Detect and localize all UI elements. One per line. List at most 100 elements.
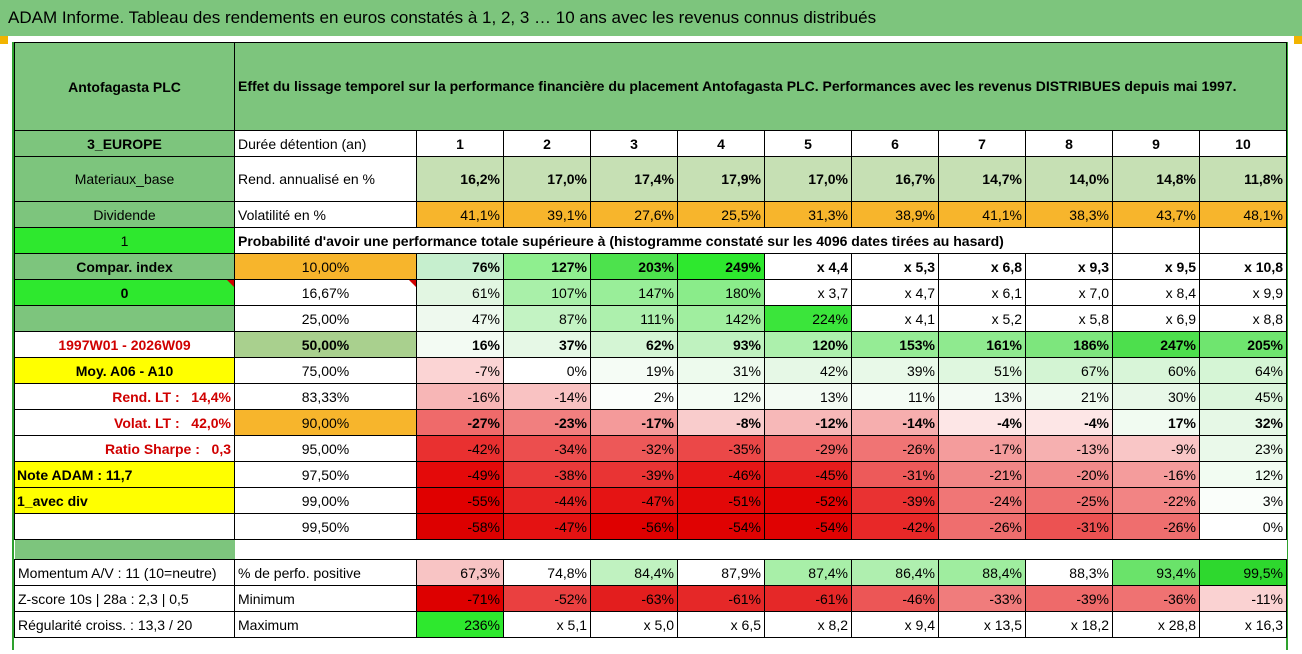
quantile-cell: -44%	[503, 487, 591, 514]
quantile-cell: 161%	[938, 331, 1026, 358]
quantile-label: 97,50%	[234, 461, 417, 488]
quantile-cell: 13%	[938, 383, 1026, 410]
quantile-cell: -55%	[416, 487, 504, 514]
maximum-cell: x 13,5	[938, 611, 1026, 638]
return-cell: 14,8%	[1112, 156, 1200, 202]
quantile-cell: 45%	[1198, 383, 1288, 410]
minimum-cell: -63%	[590, 585, 678, 612]
quantile-cell: 127%	[503, 253, 591, 280]
quantile-cell: 61%	[416, 279, 504, 306]
quantile-cell: 17%	[1112, 409, 1200, 436]
maximum-row: Régularité croiss. : 13,3 / 20 Maximum 2…	[14, 611, 1288, 638]
volatility-cell: 25,5%	[677, 201, 765, 228]
minimum-cell: -11%	[1198, 585, 1288, 612]
return-label: Rend. annualisé en %	[234, 156, 417, 202]
quantile-cell: -25%	[1025, 487, 1113, 514]
maximum-cell: x 18,2	[1025, 611, 1113, 638]
maximum-cell: x 6,5	[677, 611, 765, 638]
volatility-cell: 38,9%	[851, 201, 939, 228]
quantile-cell: 0%	[1198, 513, 1288, 540]
dividend-mode: 1_avec div	[14, 487, 235, 514]
return-cell: 17,4%	[590, 156, 678, 202]
long-term-return-value: 14,4%	[191, 388, 231, 405]
quantile-cell: 153%	[851, 331, 939, 358]
option-value: 1	[14, 227, 235, 254]
positive-cell: 93,4%	[1112, 559, 1200, 586]
quantile-cell: x 7,0	[1025, 279, 1113, 306]
quantile-cell: -42%	[851, 513, 939, 540]
quantile-cell: 47%	[416, 305, 504, 332]
quantile-cell: 32%	[1198, 409, 1288, 436]
quantile-cell: -4%	[1025, 409, 1113, 436]
quantile-row: 1_avec div 99,00% -55% -44% -47% -51% -5…	[14, 487, 1288, 514]
quantile-row: Volat. LT : 42,0% 90,00% -27% -23% -17% …	[14, 409, 1288, 436]
report-description: Effet du lissage temporel sur la perform…	[233, 42, 1288, 131]
quantile-row: Ratio Sharpe : 0,3 95,00% -42% -34% -32%…	[14, 435, 1288, 462]
positive-cell: 88,4%	[938, 559, 1026, 586]
positive-cell: 87,4%	[764, 559, 852, 586]
quantile-cell: 62%	[590, 331, 678, 358]
quantile-cell: -49%	[416, 461, 504, 488]
volatility-row: Dividende Volatilité en % 41,1% 39,1% 27…	[14, 201, 1288, 228]
corner-marker	[1294, 36, 1302, 44]
volatility-cell: 27,6%	[590, 201, 678, 228]
quantile-cell: -38%	[503, 461, 591, 488]
quantile-cell: x 9,3	[1025, 253, 1113, 280]
return-cell: 17,9%	[677, 156, 765, 202]
quantile-label: 25,00%	[234, 305, 417, 332]
maximum-cell: x 5,0	[590, 611, 678, 638]
quantile-cell: x 9,5	[1112, 253, 1200, 280]
minimum-cell: -61%	[764, 585, 852, 612]
volatility-cell: 41,1%	[416, 201, 504, 228]
probability-title: Probabilité d'avoir une performance tota…	[234, 227, 1113, 254]
quantile-cell: x 8,4	[1112, 279, 1200, 306]
quantile-cell: -45%	[764, 461, 852, 488]
return-row: Materiaux_base Rend. annualisé en % 16,2…	[14, 156, 1288, 202]
quantile-cell: 224%	[764, 305, 852, 332]
quantile-cell: -14%	[503, 383, 591, 410]
quantile-cell: -26%	[851, 435, 939, 462]
quantile-cell: 180%	[677, 279, 765, 306]
return-cell: 16,7%	[851, 156, 939, 202]
quantile-cell: x 5,8	[1025, 305, 1113, 332]
positive-cell: 67,3%	[416, 559, 504, 586]
minimum-cell: -46%	[851, 585, 939, 612]
quantile-cell: 31%	[677, 357, 765, 384]
return-cell: 17,0%	[503, 156, 591, 202]
quantile-row: 99,50% -58% -47% -56% -54% -54% -42% -26…	[14, 513, 1288, 540]
quantile-cell: -35%	[677, 435, 765, 462]
quantile-cell: 111%	[590, 305, 678, 332]
minimum-label: Minimum	[234, 585, 417, 612]
positive-cell: 86,4%	[851, 559, 939, 586]
year-header: 4	[677, 130, 765, 157]
sharpe-ratio-label: Ratio Sharpe :	[104, 440, 200, 457]
long-term-return: Rend. LT : 14,4%	[14, 383, 235, 410]
quantile-cell: -8%	[677, 409, 765, 436]
quantile-cell: 64%	[1198, 357, 1288, 384]
quantile-cell: 42%	[764, 357, 852, 384]
quantile-cell: 0%	[503, 357, 591, 384]
quantile-cell: 12%	[677, 383, 765, 410]
maximum-cell: x 8,2	[764, 611, 852, 638]
quantile-cell: -52%	[764, 487, 852, 514]
volatility-cell: 39,1%	[503, 201, 591, 228]
quantile-cell: 107%	[503, 279, 591, 306]
quantile-cell: -31%	[1025, 513, 1113, 540]
positive-label: % de perfo. positive	[234, 559, 417, 586]
quantile-cell: -7%	[416, 357, 504, 384]
quantile-label: 16,67%	[234, 279, 417, 306]
quantile-cell: x 6,1	[938, 279, 1026, 306]
quantile-cell: 76%	[416, 253, 504, 280]
quantile-cell: -56%	[590, 513, 678, 540]
quantile-cell: -51%	[677, 487, 765, 514]
year-header: 8	[1025, 130, 1113, 157]
median-row: 1997W01 - 2026W09 50,00% 16% 37% 62% 93%…	[14, 331, 1288, 358]
quantile-cell: -4%	[938, 409, 1026, 436]
dividend-label: Dividende	[14, 201, 235, 228]
quantile-label: 99,50%	[234, 513, 417, 540]
regularity-label: Régularité croiss. : 13,3 / 20	[14, 611, 235, 638]
quantile-cell: -24%	[938, 487, 1026, 514]
positive-cell: 74,8%	[503, 559, 591, 586]
duration-label: Durée détention (an)	[234, 130, 417, 157]
long-term-return-label: Rend. LT :	[112, 388, 180, 405]
